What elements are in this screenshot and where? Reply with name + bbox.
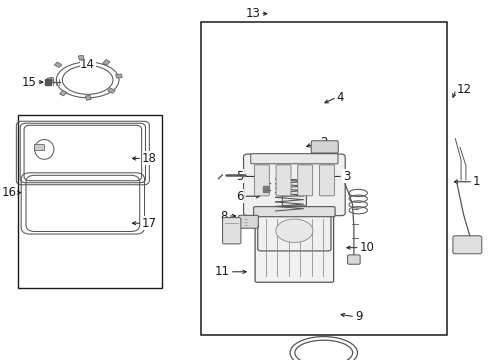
Text: 15: 15 bbox=[21, 76, 36, 89]
Text: 16: 16 bbox=[2, 186, 17, 199]
Text: 1: 1 bbox=[473, 175, 481, 188]
FancyBboxPatch shape bbox=[319, 165, 334, 196]
Text: 17: 17 bbox=[142, 217, 157, 230]
Bar bbox=[116, 74, 122, 78]
Bar bbox=[85, 95, 91, 100]
Bar bbox=[103, 60, 110, 65]
Text: 11: 11 bbox=[215, 265, 230, 278]
Text: 7: 7 bbox=[236, 220, 244, 233]
Text: 10: 10 bbox=[360, 241, 375, 254]
FancyBboxPatch shape bbox=[453, 236, 482, 254]
Text: 2: 2 bbox=[320, 136, 328, 149]
FancyBboxPatch shape bbox=[244, 154, 345, 216]
FancyBboxPatch shape bbox=[311, 141, 338, 153]
Bar bbox=[18, 115, 162, 288]
Bar bbox=[59, 90, 67, 96]
FancyBboxPatch shape bbox=[347, 255, 360, 264]
Bar bbox=[48, 77, 54, 82]
FancyBboxPatch shape bbox=[254, 165, 270, 196]
Bar bbox=[54, 62, 62, 68]
Bar bbox=[108, 88, 115, 94]
Text: 12: 12 bbox=[456, 83, 471, 96]
Ellipse shape bbox=[276, 219, 313, 243]
Text: 18: 18 bbox=[142, 152, 157, 165]
Text: 4: 4 bbox=[337, 91, 344, 104]
FancyBboxPatch shape bbox=[282, 180, 306, 206]
FancyBboxPatch shape bbox=[276, 165, 291, 196]
Bar bbox=[34, 144, 44, 150]
FancyBboxPatch shape bbox=[239, 215, 258, 228]
Bar bbox=[201, 22, 446, 335]
FancyBboxPatch shape bbox=[251, 154, 338, 164]
Text: 9: 9 bbox=[355, 310, 363, 323]
Text: 8: 8 bbox=[220, 210, 227, 222]
Text: 3: 3 bbox=[343, 170, 350, 183]
FancyBboxPatch shape bbox=[298, 165, 313, 196]
Text: 13: 13 bbox=[245, 7, 260, 20]
Text: 6: 6 bbox=[236, 190, 244, 203]
Bar bbox=[78, 55, 84, 60]
Text: 14: 14 bbox=[80, 58, 95, 71]
FancyBboxPatch shape bbox=[254, 207, 335, 217]
FancyBboxPatch shape bbox=[255, 213, 334, 282]
FancyBboxPatch shape bbox=[258, 211, 331, 251]
FancyBboxPatch shape bbox=[222, 217, 241, 244]
Text: 5: 5 bbox=[236, 170, 244, 183]
